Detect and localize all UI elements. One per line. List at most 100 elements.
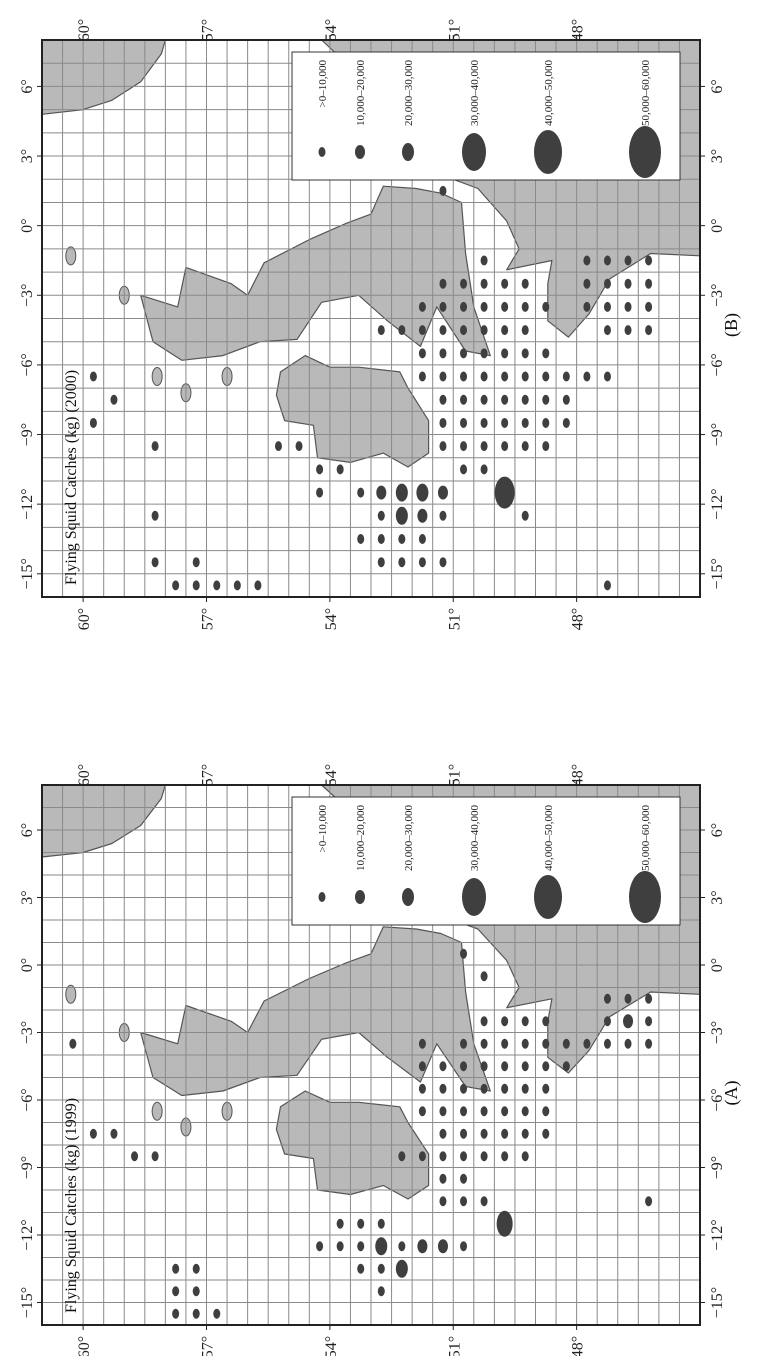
legend-symbol [629, 871, 661, 923]
catch-point [480, 1106, 488, 1117]
lon-tick-label: 6° [709, 823, 726, 837]
lat-tick-label: 57° [200, 1336, 217, 1356]
map-frame [41, 39, 701, 598]
catch-point [151, 1151, 159, 1162]
catch-point [439, 1173, 447, 1184]
lon-tick-label: −6° [709, 1088, 726, 1111]
catch-point [316, 1241, 324, 1252]
lat-tick-label: 48° [570, 764, 587, 786]
catch-point [645, 993, 653, 1004]
catch-point [439, 557, 447, 568]
catch-point [377, 1263, 385, 1274]
lon-tick-label: −15° [709, 1287, 726, 1318]
legend-symbol [462, 878, 486, 916]
panel-label-b: (B) [721, 313, 742, 337]
catch-point [460, 325, 468, 336]
legend-symbol [534, 875, 562, 919]
catch-point [418, 1106, 426, 1117]
catch-point [151, 557, 159, 568]
catch-point [501, 1016, 509, 1027]
legend-symbol [355, 890, 365, 904]
catch-point [501, 394, 509, 405]
catch-point [377, 533, 385, 544]
land-island [65, 246, 77, 266]
catch-point [377, 1218, 385, 1229]
catch-point [542, 441, 550, 452]
lon-tick-label: −15° [19, 558, 36, 589]
catch-point [460, 441, 468, 452]
catch-point [480, 1083, 488, 1094]
catch-point [418, 1151, 426, 1162]
catch-point [562, 371, 570, 382]
catch-point [480, 301, 488, 312]
catch-point [542, 1106, 550, 1117]
lon-tick-label: −6° [709, 353, 726, 376]
catch-point [460, 1173, 468, 1184]
lat-tick-label: 60° [76, 1336, 93, 1356]
catch-point [377, 1286, 385, 1297]
legend-label: 20,000–30,000 [403, 60, 415, 127]
catch-point [439, 185, 447, 196]
catch-point [460, 464, 468, 475]
catch-point [480, 1196, 488, 1207]
catch-point [439, 1083, 447, 1094]
catch-point [439, 278, 447, 289]
catch-point [624, 993, 632, 1004]
lon-tick-label: −12° [19, 1219, 36, 1250]
catch-point [357, 487, 365, 498]
legend-symbol [402, 888, 414, 906]
lat-tick-label: 57° [200, 608, 217, 630]
land-island [151, 367, 163, 387]
lon-tick-label: −9° [19, 1156, 36, 1179]
catch-point [357, 1263, 365, 1274]
lon-tick-label: −6° [19, 1088, 36, 1111]
catch-point [501, 1128, 509, 1139]
lat-tick-label: 54° [323, 608, 340, 630]
catch-point [439, 1151, 447, 1162]
catch-point [521, 325, 529, 336]
legend-label: 50,000–60,000 [640, 60, 652, 127]
lon-tick-label: −12° [709, 1219, 726, 1250]
catch-point [460, 371, 468, 382]
lon-tick-label: −6° [19, 353, 36, 376]
catch-point [501, 325, 509, 336]
catch-point [521, 1083, 529, 1094]
catch-point [375, 1237, 388, 1256]
catch-point [562, 394, 570, 405]
land-great-britain [140, 926, 491, 1097]
lat-tick-label: 54° [323, 1336, 340, 1356]
catch-point [439, 394, 447, 405]
lat-tick-label: 51° [446, 764, 463, 786]
catch-point [645, 1038, 653, 1049]
catch-point [521, 301, 529, 312]
catch-point [192, 580, 200, 591]
catch-point [418, 371, 426, 382]
lon-tick-label: 0° [19, 218, 36, 232]
catch-point [521, 441, 529, 452]
catch-point [357, 1218, 365, 1229]
catch-point [480, 1061, 488, 1072]
lat-tick-label: 48° [570, 1336, 587, 1356]
lat-tick-label: 48° [570, 19, 587, 41]
catch-point [418, 348, 426, 359]
catch-point [418, 533, 426, 544]
catch-point [521, 371, 529, 382]
catch-point [398, 533, 406, 544]
catch-point [89, 417, 97, 428]
catch-point [542, 1061, 550, 1072]
catch-point [521, 1016, 529, 1027]
catch-point [521, 1151, 529, 1162]
catch-point [480, 417, 488, 428]
lat-tick-label: 51° [446, 608, 463, 630]
lon-tick-label: −3° [19, 284, 36, 307]
legend-label: >0–10,000 [317, 805, 329, 853]
catch-point [645, 1016, 653, 1027]
catch-point [583, 278, 591, 289]
catch-point [398, 1241, 406, 1252]
catch-point [316, 464, 324, 475]
lon-tick-label: −15° [19, 1287, 36, 1318]
lon-tick-label: 6° [19, 79, 36, 93]
panel-title: Flying Squid Catches (kg) (2000) [63, 370, 80, 585]
catch-point [542, 1128, 550, 1139]
lat-tick-label: 60° [76, 608, 93, 630]
